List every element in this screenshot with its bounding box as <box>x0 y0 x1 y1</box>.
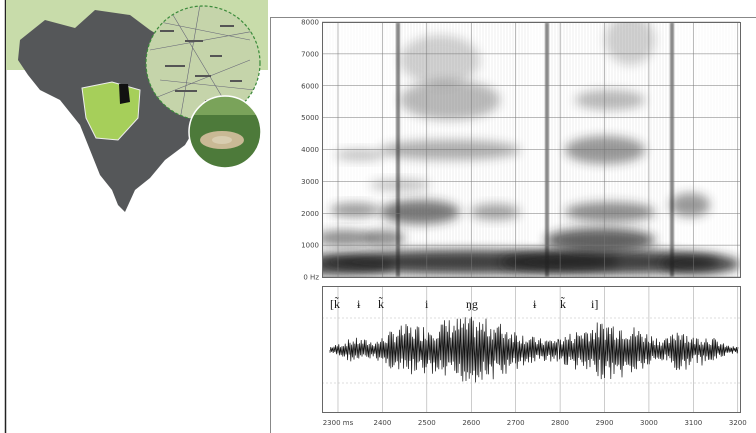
spectrogram <box>322 22 740 277</box>
transcription: ŋg <box>466 297 478 311</box>
y-tick-label: 6000 <box>301 82 319 90</box>
transcription: [k̃ <box>330 296 340 311</box>
x-tick-label: 3200 <box>729 419 747 427</box>
transcription: k̃ <box>378 296 384 311</box>
spectrogram-frame <box>322 22 741 278</box>
x-tick-label: 2900 <box>596 419 614 427</box>
formant <box>400 35 480 85</box>
x-tick-label: 2400 <box>373 419 391 427</box>
formant <box>670 193 710 217</box>
formant <box>365 230 405 246</box>
y-tick-label: 4000 <box>301 146 319 154</box>
formant <box>545 228 655 252</box>
y-tick-label: 8000 <box>301 19 319 27</box>
transcription: i <box>425 297 429 311</box>
x-tick-label: 2300 ms <box>323 419 354 427</box>
transcription: ɨ <box>357 297 361 311</box>
transcription: k̃ <box>560 296 566 311</box>
region-marker <box>119 84 130 104</box>
x-tick-label: 2600 <box>462 419 480 427</box>
x-tick-label: 2800 <box>551 419 569 427</box>
formant <box>322 230 375 246</box>
formant <box>575 90 645 110</box>
x-tick-label: 3000 <box>640 419 658 427</box>
y-tick-label: 1000 <box>301 242 319 250</box>
formant <box>335 149 385 161</box>
formant <box>330 203 380 217</box>
transcription: i] <box>591 297 598 311</box>
transcription: ɨ <box>533 297 537 311</box>
formant <box>565 136 645 164</box>
x-tick-label: 2700 <box>507 419 525 427</box>
formant <box>660 254 740 274</box>
y-tick-label: 5000 <box>301 114 319 122</box>
map <box>6 0 268 212</box>
x-tick-label: 3100 <box>684 419 702 427</box>
labels: 0 Hz 1000 2000 3000 4000 5000 6000 7000 8000 2300… <box>301 19 747 428</box>
x-tick-label: 2500 <box>418 419 436 427</box>
waveform <box>329 316 739 383</box>
formant <box>400 80 500 120</box>
formant <box>565 202 655 222</box>
formant <box>605 22 655 65</box>
formant <box>380 140 520 160</box>
waveform-frame <box>322 286 741 413</box>
y-tick-label: 2000 <box>301 210 319 218</box>
y-tick-label: 3000 <box>301 178 319 186</box>
y-tick-label: 0 Hz <box>303 274 319 282</box>
y-tick-label: 7000 <box>301 50 319 58</box>
formant <box>470 204 520 220</box>
